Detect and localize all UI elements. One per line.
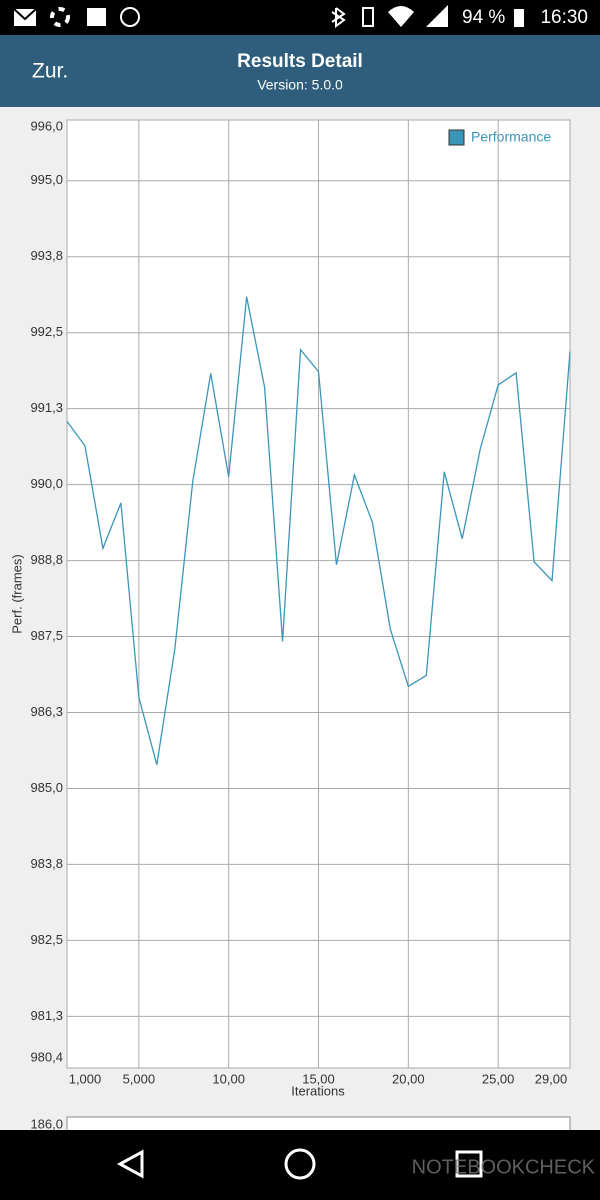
bluetooth-icon — [331, 7, 346, 28]
y-tick-label: 993,8 — [30, 248, 63, 263]
pinwheel-icon — [50, 7, 70, 27]
y-tick-label: 985,0 — [30, 780, 63, 795]
x-tick-label: 5,000 — [123, 1071, 156, 1086]
x-tick-label: 15,00 — [302, 1071, 335, 1086]
y-tick-label: 981,3 — [30, 1008, 63, 1023]
header-subtitle: Version: 5.0.0 — [257, 77, 343, 93]
app-header — [0, 35, 600, 107]
x-tick-label: 1,000 — [69, 1071, 102, 1086]
back-button[interactable]: Zur. — [32, 60, 68, 83]
y-tick-label: 990,0 — [30, 476, 63, 491]
legend-swatch — [448, 129, 465, 146]
power-icon — [120, 7, 140, 27]
y-tick-label: 986,3 — [30, 704, 63, 719]
signal-icon — [426, 5, 448, 27]
x-tick-label: 10,00 — [212, 1071, 245, 1086]
recents-nav[interactable] — [455, 1150, 483, 1178]
x-axis-label: Iterations — [291, 1083, 345, 1098]
x-tick-label: 29,00 — [535, 1071, 568, 1086]
nav-bar — [0, 1130, 600, 1200]
vibrate-icon — [362, 7, 374, 27]
wifi-icon — [388, 6, 414, 27]
y-tick-label: 983,8 — [30, 856, 63, 871]
image-icon — [87, 8, 106, 26]
y-tick-label: 992,5 — [30, 324, 63, 339]
header-title: Results Detail — [237, 51, 363, 72]
battery-icon — [514, 9, 524, 27]
y-axis-label: Perf. (frames) — [9, 554, 24, 633]
next-chart-tick-label: 186,0 — [30, 1116, 63, 1131]
y-tick-label: 996,0 — [30, 118, 63, 133]
data-line — [66, 296, 571, 765]
y-tick-label: 982,5 — [30, 932, 63, 947]
watermark: NOTEBOOKCHECK — [412, 1156, 596, 1178]
x-tick-label: 20,00 — [392, 1071, 425, 1086]
y-tick-label: 991,3 — [30, 400, 63, 415]
clock: 16:30 — [540, 7, 588, 28]
battery-text: 94 % — [462, 7, 505, 28]
legend-label: Performance — [471, 129, 551, 145]
home-nav[interactable] — [284, 1148, 316, 1180]
x-tick-label: 25,00 — [482, 1071, 515, 1086]
y-tick-label: 988,8 — [30, 552, 63, 567]
y-tick-label: 995,0 — [30, 172, 63, 187]
back-nav[interactable] — [116, 1149, 144, 1179]
y-tick-label: 980,4 — [30, 1049, 63, 1064]
y-tick-label: 987,5 — [30, 628, 63, 643]
mail-icon-flap — [13, 8, 37, 21]
